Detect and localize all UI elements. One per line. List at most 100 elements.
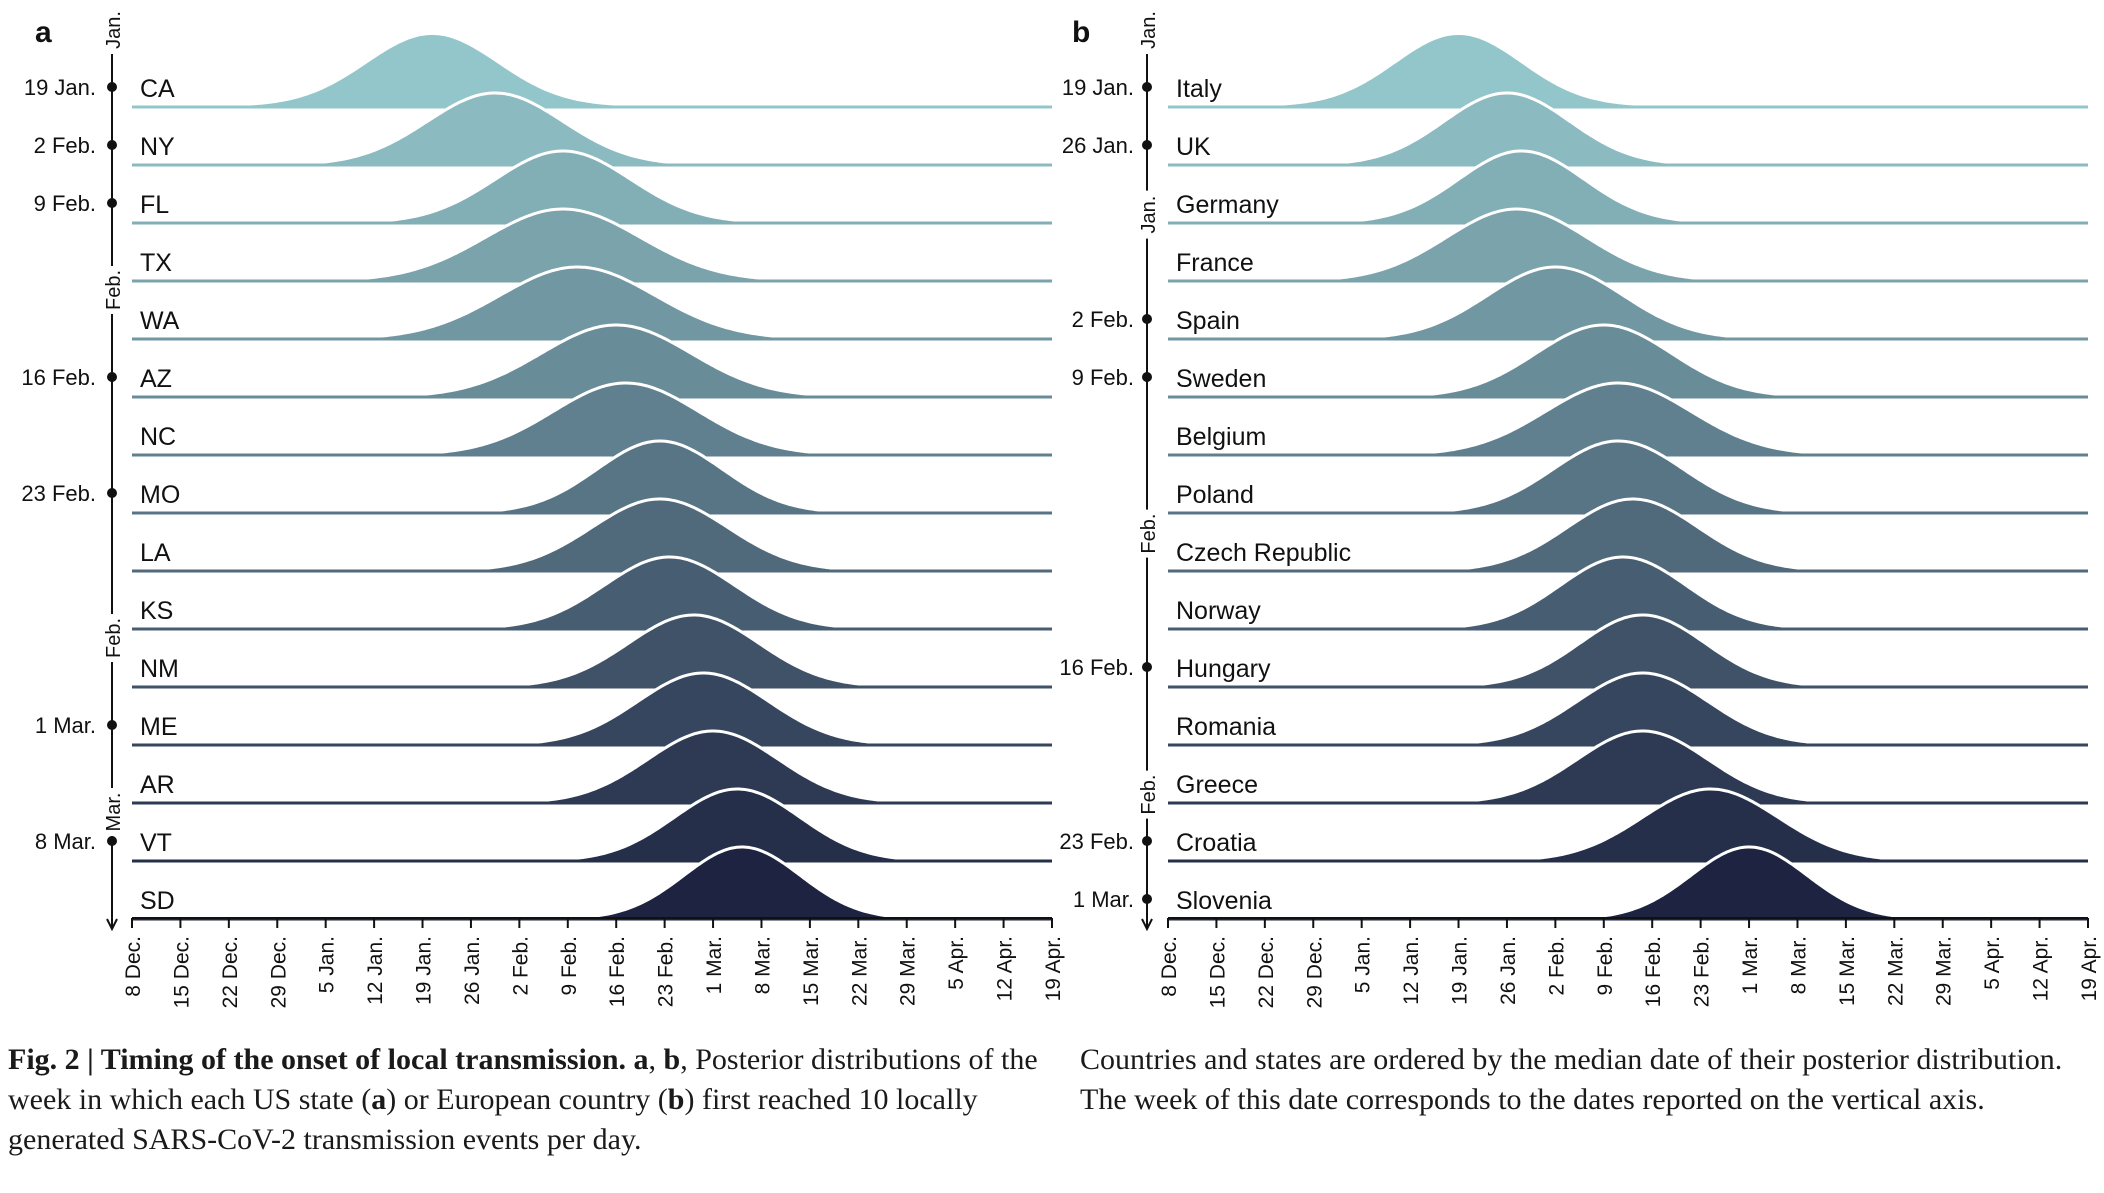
date-marker [1142,894,1152,904]
ridge-poland: Poland [1168,439,2088,515]
x-tick-label: 16 Feb. [606,936,629,1007]
date-axis-arrow [1141,918,1153,932]
series-label: Hungary [1176,655,1271,683]
series-label: CA [140,75,175,103]
month-label-bg [98,6,126,54]
ridge-area [1168,615,2088,687]
x-tick-label: 19 Jan. [413,936,436,1005]
series-label: ME [140,713,178,741]
month-label-bg [1133,6,1161,54]
ridge-area [1168,789,2088,861]
x-tick-label: 16 Feb. [1642,936,1665,1007]
x-tick-label: 22 Dec. [1255,936,1278,1008]
series-label: MO [140,481,180,509]
date-marker [107,82,117,92]
ridge-area [132,383,1052,455]
date-label: 1 Mar. [1073,887,1134,912]
series-label: VT [140,829,172,857]
ridge-area [132,93,1052,165]
x-tick-label: 15 Dec. [170,936,193,1008]
ridge-nc: NC [132,381,1052,457]
x-tick-label: 22 Mar. [848,936,871,1006]
x-tick-label: 26 Jan. [1497,936,1520,1005]
series-label: KS [140,597,173,625]
x-tick-label: 23 Feb. [1691,936,1714,1007]
x-tick-label: 9 Feb. [558,936,581,996]
date-marker [1142,836,1152,846]
date-marker [107,720,117,730]
month-label-bg [1133,770,1161,819]
ridge-area [1168,151,2088,223]
ridge-area [1168,209,2088,281]
figure-caption-right: Countries and states are ordered by the … [1080,1040,2090,1120]
ridge-area [132,325,1052,397]
ridge-fl: FL [132,149,1052,225]
series-label: NC [140,423,176,451]
ridge-area [132,209,1052,281]
caption-fig-label: Fig. 2 | Timing of the onset of local tr… [8,1043,627,1076]
x-tick-label: 29 Mar. [1933,936,1956,1006]
ridge-area [132,615,1052,687]
ridge-area [132,499,1052,571]
series-label: Italy [1176,75,1222,103]
ridge-germany: Germany [1168,149,2088,225]
series-label: LA [140,539,171,567]
series-label: AR [140,771,175,799]
x-tick-label: 19 Apr. [1042,936,1065,1001]
ridge-italy: Italy [1168,35,2088,109]
x-tick-label: 12 Apr. [2030,936,2053,1001]
date-label: 8 Mar. [35,829,96,854]
series-label: Germany [1176,191,1279,219]
date-marker [107,836,117,846]
month-label: Feb. [1138,514,1160,554]
date-marker [1142,314,1152,324]
date-marker [1142,82,1152,92]
date-marker [1142,140,1152,150]
caption-text-3: ) first reached 10 locally generated SAR… [8,1083,978,1156]
x-tick-label: 22 Mar. [1884,936,1907,1006]
series-label: France [1176,249,1254,277]
x-tick-label: 15 Mar. [1836,936,1859,1006]
series-label: Slovenia [1176,887,1272,915]
x-tick-label: 12 Apr. [994,936,1017,1001]
x-axis: 8 Dec. 15 Dec. 22 Dec. 29 Dec. 5 Jan. 12 Jan.… [1158,917,2101,1008]
series-label: Romania [1176,713,1276,741]
ridge-uk: UK [1168,91,2088,167]
ridge-ny: NY [132,91,1052,167]
caption-ref-a: a [371,1083,387,1116]
x-tick-label: 8 Mar. [1787,936,1810,994]
x-tick-label: 12 Jan. [1400,936,1423,1005]
panel-b: b Italy UK Germany France Spain Sweden Belgium P… [1059,6,2101,1008]
series-label: SD [140,887,175,915]
month-label-bg [1133,190,1161,239]
x-tick-label: 5 Apr. [945,936,968,990]
date-label: 23 Feb. [21,481,96,506]
month-label: Feb. [1138,775,1160,815]
caption-text-2: ) or European country ( [386,1083,668,1116]
month-label-bg [98,788,126,836]
ridge-area [1168,673,2088,745]
date-marker [107,198,117,208]
date-label: 1 Mar. [35,713,96,738]
x-tick-label: 15 Mar. [800,936,823,1006]
caption-right-text: Countries and states are ordered by the … [1080,1043,2063,1116]
ridge-area [132,441,1052,513]
x-tick-label: 5 Jan. [316,936,339,993]
ridge-area [132,151,1052,223]
ridge-ca: CA [132,35,1052,109]
ridge-ks: KS [132,555,1052,631]
ridge-area [132,673,1052,745]
month-label-bg [98,614,126,662]
x-tick-label: 29 Dec. [267,936,290,1008]
date-marker [107,488,117,498]
x-tick-label: 19 Apr. [2078,936,2101,1001]
ridge-area [132,35,1052,107]
x-tick-label: 5 Apr. [1981,936,2004,990]
panel-label: a [35,16,52,49]
series-label: NM [140,655,179,683]
x-tick-label: 29 Mar. [897,936,920,1006]
x-tick-label: 23 Feb. [655,936,678,1007]
series-label: Croatia [1176,829,1257,857]
caption-panel-a: a [633,1043,649,1076]
x-axis: 8 Dec. 15 Dec. 22 Dec. 29 Dec. 5 Jan. 12 Jan.… [122,917,1065,1008]
